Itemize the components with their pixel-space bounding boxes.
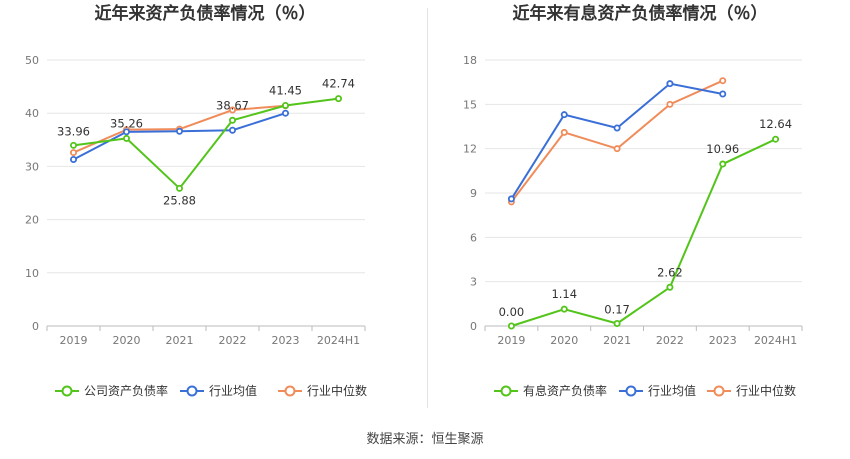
data-point	[560, 111, 568, 119]
x-tick-label: 2023	[709, 334, 737, 347]
legend-swatch-marker	[713, 385, 725, 397]
legend-swatch-marker	[186, 385, 198, 397]
data-point	[228, 126, 236, 134]
chart-title: 近年来有息资产负债率情况（％）	[513, 3, 768, 24]
data-label: 10.96	[706, 142, 739, 156]
data-point	[666, 283, 674, 291]
data-label: 42.74	[322, 77, 355, 91]
y-tick-label: 0	[470, 320, 477, 333]
legend-swatch-marker	[61, 385, 73, 397]
data-point	[334, 95, 342, 103]
source-note: 数据来源：恒生聚源	[366, 432, 484, 447]
y-tick-label: 20	[25, 214, 39, 227]
legend-swatch-marker	[500, 385, 512, 397]
data-label: 0.17	[604, 302, 630, 316]
y-tick-label: 18	[463, 54, 477, 67]
data-label: 1.14	[551, 287, 577, 301]
x-tick-label: 2024H1	[754, 334, 797, 347]
data-label: 25.88	[163, 193, 196, 207]
y-tick-label: 6	[470, 231, 477, 244]
data-point	[613, 145, 621, 153]
data-point	[70, 149, 78, 157]
series-line	[73, 112, 286, 161]
legend-label: 行业中位数	[736, 383, 796, 398]
data-point	[772, 135, 780, 143]
y-tick-label: 15	[463, 98, 477, 111]
data-point	[666, 100, 674, 108]
y-tick-label: 10	[25, 267, 39, 280]
series-line	[73, 97, 339, 190]
data-point	[719, 77, 727, 85]
data-point	[123, 128, 131, 136]
legend-swatch-marker	[284, 385, 296, 397]
series-line	[510, 82, 723, 200]
data-point	[719, 90, 727, 98]
y-tick-label: 3	[470, 276, 477, 289]
x-tick-label: 2020	[550, 334, 578, 347]
data-label: 33.96	[57, 124, 90, 138]
legend-label: 有息资产负债率	[523, 383, 607, 398]
chart-title: 近年来资产负债率情况（％）	[95, 3, 316, 24]
data-point	[228, 106, 236, 114]
data-point	[507, 322, 515, 330]
data-point	[175, 184, 183, 192]
chart-debt-ratio: 近年来资产负债率情况（％） 0 10 20 30 40 50 2019 2020 2021 2022…	[25, 3, 367, 398]
legend-swatch-marker	[625, 385, 637, 397]
data-point	[175, 127, 183, 135]
y-tick-label: 9	[470, 187, 477, 200]
data-point	[123, 134, 131, 142]
data-label: 2.62	[657, 265, 683, 279]
data-point	[70, 141, 78, 149]
legend-label: 行业均值	[209, 383, 257, 398]
data-point	[666, 80, 674, 88]
chart-interest-debt-ratio: 近年来有息资产负债率情况（％） 0 3 6 9 12 15 18 2019 2020 2021 202…	[463, 3, 803, 398]
y-tick-label: 30	[25, 160, 39, 173]
data-point	[613, 124, 621, 132]
x-tick-label: 2021	[166, 334, 194, 347]
x-tick-label: 2024H1	[317, 334, 360, 347]
y-tick-label: 12	[463, 143, 477, 156]
legend-label: 行业均值	[648, 383, 696, 398]
x-tick-label: 2022	[219, 334, 247, 347]
x-tick-label: 2019	[60, 334, 88, 347]
y-tick-label: 40	[25, 107, 39, 120]
data-point	[281, 109, 289, 117]
data-point	[70, 155, 78, 163]
data-point	[560, 128, 568, 136]
x-tick-label: 2019	[497, 334, 525, 347]
data-point	[719, 160, 727, 168]
x-tick-label: 2022	[656, 334, 684, 347]
data-point	[560, 305, 568, 313]
y-tick-label: 0	[32, 320, 39, 333]
series-line	[511, 138, 777, 327]
x-tick-label: 2021	[603, 334, 631, 347]
x-tick-label: 2020	[113, 334, 141, 347]
data-label: 38.67	[216, 98, 249, 112]
data-label: 0.00	[499, 305, 525, 319]
data-label: 35.26	[110, 116, 143, 130]
panel-divider	[427, 8, 428, 408]
data-point	[281, 101, 289, 109]
data-label: 41.45	[269, 83, 302, 97]
data-point	[507, 195, 515, 203]
data-point	[613, 319, 621, 327]
series-line	[510, 79, 724, 203]
x-tick-label: 2023	[272, 334, 300, 347]
data-label: 12.64	[759, 117, 792, 131]
legend-label: 公司资产负债率	[84, 383, 168, 398]
y-tick-label: 50	[25, 54, 39, 67]
legend-label: 行业中位数	[307, 383, 367, 398]
data-point	[228, 116, 236, 124]
